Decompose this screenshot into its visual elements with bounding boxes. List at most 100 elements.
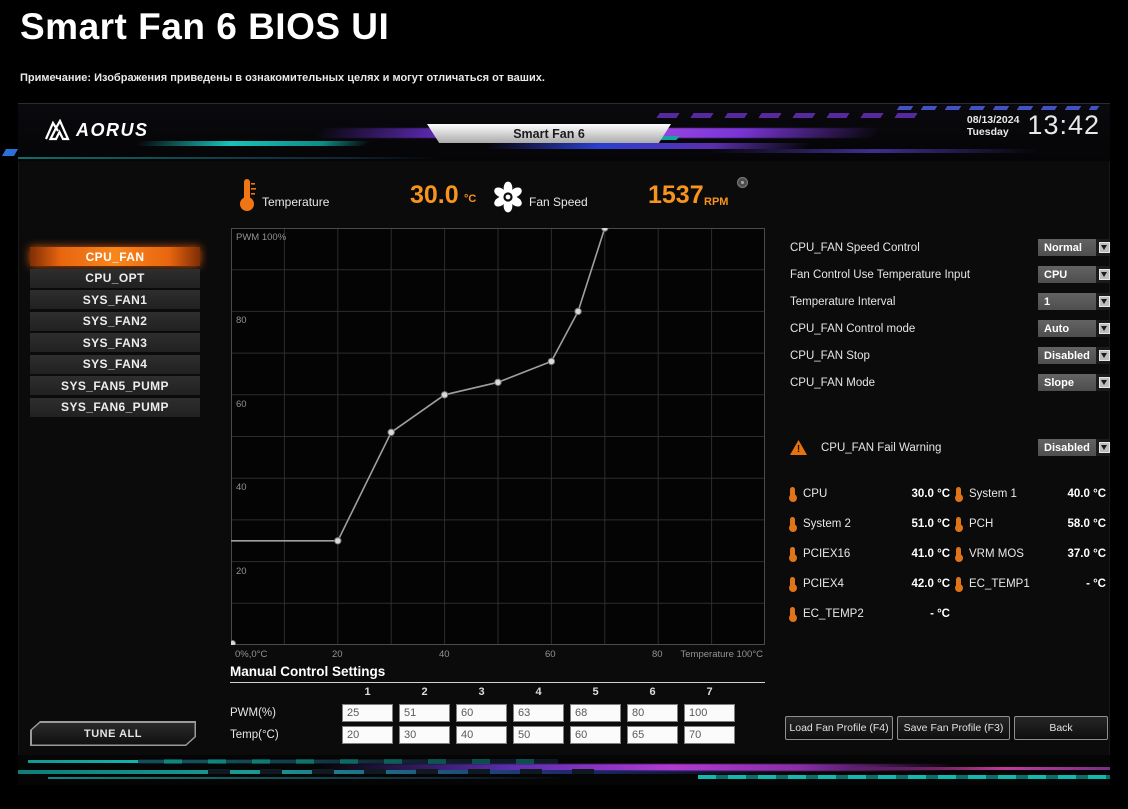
decor-streak xyxy=(698,775,1110,779)
temperature-interval-dropdown[interactable]: 1 xyxy=(1038,293,1110,310)
fan-item-label: SYS_FAN5_PUMP xyxy=(61,378,169,393)
sidebar-item-sys-fan2[interactable]: SYS_FAN2 xyxy=(30,311,200,331)
temp-row-label: Temp(°C) xyxy=(230,729,279,741)
chevron-down-icon[interactable] xyxy=(1096,374,1110,391)
x-tick: 40 xyxy=(439,649,450,660)
temp-input-6[interactable] xyxy=(627,726,678,744)
sensor-value: 30.0 °C xyxy=(911,487,950,500)
fail-warning-dropdown[interactable]: Disabled xyxy=(1038,439,1110,456)
pwm-input-1[interactable] xyxy=(342,704,393,722)
col-header-7: 7 xyxy=(706,686,713,698)
x-tick: 60 xyxy=(545,649,556,660)
setting-row-speed-control: CPU_FAN Speed Control Normal xyxy=(790,239,1110,256)
chevron-down-icon[interactable] xyxy=(1096,293,1110,310)
rpm-badge-icon xyxy=(737,177,748,188)
fan-item-label: SYS_FAN3 xyxy=(82,335,148,350)
setting-row-temp-input: Fan Control Use Temperature Input CPU xyxy=(790,266,1110,283)
temp-input-5[interactable] xyxy=(570,726,621,744)
bios-window: AORUS Smart Fan 6 08/13/2024 Tuesday 13:… xyxy=(18,103,1110,785)
pwm-input-4[interactable] xyxy=(513,704,564,722)
chevron-down-icon[interactable] xyxy=(1096,439,1110,456)
temp-input-7[interactable] xyxy=(684,726,735,744)
back-button[interactable]: Back xyxy=(1014,716,1108,740)
temp-input-4[interactable] xyxy=(513,726,564,744)
decor-streak xyxy=(18,103,1110,104)
fan-curve-chart[interactable]: PWM 100% 80 60 40 20 xyxy=(231,228,765,645)
temperature-value: 30.0 xyxy=(410,181,459,209)
pwm-row-label: PWM(%) xyxy=(230,707,276,719)
sensor-name: PCIEX16 xyxy=(803,547,851,560)
x-tick: 0%,0°C xyxy=(235,649,268,660)
y-tick: 60 xyxy=(236,399,247,410)
clock: 08/13/2024 Tuesday 13:42 xyxy=(967,110,1100,141)
fan-curve-svg[interactable] xyxy=(231,228,765,645)
tab-smart-fan-6[interactable]: Smart Fan 6 xyxy=(427,124,671,143)
temp-input-2[interactable] xyxy=(399,726,450,744)
fan-mode-dropdown[interactable]: Slope xyxy=(1038,374,1110,391)
pwm-input-3[interactable] xyxy=(456,704,507,722)
weekday-text: Tuesday xyxy=(966,125,1009,138)
sensor-value: 51.0 °C xyxy=(911,517,950,530)
control-mode-dropdown[interactable]: Auto xyxy=(1038,320,1110,337)
sidebar-item-sys-fan1[interactable]: SYS_FAN1 xyxy=(30,290,200,309)
col-header-1: 1 xyxy=(364,686,371,698)
bottom-decor-strip xyxy=(18,755,1110,785)
temp-input-3[interactable] xyxy=(456,726,507,744)
sidebar-item-sys-fan3[interactable]: SYS_FAN3 xyxy=(30,333,200,352)
sensor-readings: CPU 30.0 °C System 1 40.0 °C System 2 51.0 … xyxy=(788,485,1110,622)
warning-icon xyxy=(790,440,807,455)
sensor-pch: PCH 58.0 °C xyxy=(954,515,1110,532)
sensor-name: EC_TEMP2 xyxy=(803,607,864,620)
temperature-input-dropdown[interactable]: CPU xyxy=(1038,266,1110,283)
chevron-down-icon[interactable] xyxy=(1096,347,1110,364)
temperature-unit: °C xyxy=(464,193,477,205)
sidebar-item-cpu-opt[interactable]: CPU_OPT xyxy=(30,268,200,288)
decor-streak xyxy=(18,157,438,159)
sidebar-item-cpu-fan[interactable]: CPU_FAN xyxy=(30,247,200,266)
thermometer-icon xyxy=(788,577,797,592)
thermometer-icon xyxy=(788,487,797,502)
tune-all-label: TUNE ALL xyxy=(84,727,142,740)
speed-control-dropdown[interactable]: Normal xyxy=(1038,239,1110,256)
x-tick: 20 xyxy=(332,649,343,660)
setting-row-fan-stop: CPU_FAN Stop Disabled xyxy=(790,347,1110,364)
fail-warning-row: CPU_FAN Fail Warning Disabled xyxy=(790,439,1110,456)
fan-stop-dropdown[interactable]: Disabled xyxy=(1038,347,1110,364)
pwm-input-5[interactable] xyxy=(570,704,621,722)
sensor-value: - °C xyxy=(1086,577,1106,590)
pwm-input-2[interactable] xyxy=(399,704,450,722)
pwm-input-7[interactable] xyxy=(684,704,735,722)
sidebar-item-sys-fan4[interactable]: SYS_FAN4 xyxy=(30,354,200,374)
decor-dash xyxy=(1,149,19,156)
pwm-input-6[interactable] xyxy=(627,704,678,722)
tune-all-button[interactable]: TUNE ALL xyxy=(30,721,196,746)
sensor-ec-temp1: EC_TEMP1 - °C xyxy=(954,575,1110,592)
sensor-name: VRM MOS xyxy=(969,547,1024,560)
temp-input-1[interactable] xyxy=(342,726,393,744)
fan-item-label: SYS_FAN2 xyxy=(82,314,148,328)
tab-label: Smart Fan 6 xyxy=(513,126,585,141)
sensor-value: 42.0 °C xyxy=(911,577,950,590)
sensor-value: - °C xyxy=(930,607,950,620)
manual-control-title: Manual Control Settings xyxy=(230,664,386,679)
chevron-down-icon[interactable] xyxy=(1096,239,1110,256)
decor-streak xyxy=(178,769,598,774)
load-fan-profile-button[interactable]: Load Fan Profile (F4) xyxy=(785,716,893,740)
thermometer-icon xyxy=(788,547,797,562)
sensor-ec-temp2: EC_TEMP2 - °C xyxy=(788,605,956,622)
sensor-value: 40.0 °C xyxy=(1067,487,1106,500)
thermometer-icon xyxy=(954,517,963,532)
sidebar-item-sys-fan6-pump[interactable]: SYS_FAN6_PUMP xyxy=(30,397,200,417)
fan-item-label: SYS_FAN4 xyxy=(82,357,148,371)
bios-header: AORUS Smart Fan 6 08/13/2024 Tuesday 13:… xyxy=(18,103,1110,161)
button-label: Load Fan Profile (F4) xyxy=(789,722,889,734)
fail-warning-label: CPU_FAN Fail Warning xyxy=(821,441,942,454)
chevron-down-icon[interactable] xyxy=(1096,320,1110,337)
fan-item-label: SYS_FAN6_PUMP xyxy=(61,400,169,414)
col-header-5: 5 xyxy=(592,686,599,698)
setting-row-fan-mode: CPU_FAN Mode Slope xyxy=(790,374,1110,391)
sidebar-item-sys-fan5-pump[interactable]: SYS_FAN5_PUMP xyxy=(30,376,200,395)
col-header-2: 2 xyxy=(421,686,428,698)
save-fan-profile-button[interactable]: Save Fan Profile (F3) xyxy=(897,716,1010,740)
chevron-down-icon[interactable] xyxy=(1096,266,1110,283)
